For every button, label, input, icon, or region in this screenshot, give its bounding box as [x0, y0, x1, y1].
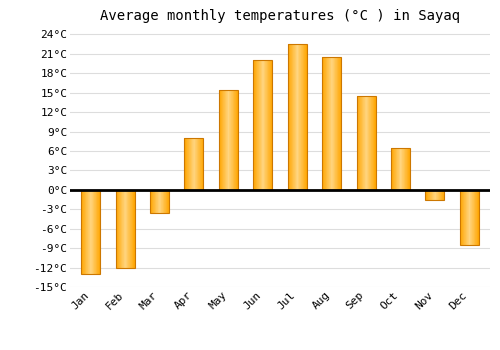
Title: Average monthly temperatures (°C ) in Sayaq: Average monthly temperatures (°C ) in Sa… [100, 9, 460, 23]
Bar [81, 190, 100, 274]
Bar [426, 190, 444, 200]
Bar [391, 148, 410, 190]
Bar [219, 90, 238, 190]
Bar [116, 190, 134, 267]
Bar [356, 96, 376, 190]
Bar [460, 190, 479, 245]
Bar [254, 60, 272, 190]
Bar [288, 44, 306, 190]
Bar [184, 138, 204, 190]
Bar [322, 57, 341, 190]
Bar [150, 190, 169, 212]
